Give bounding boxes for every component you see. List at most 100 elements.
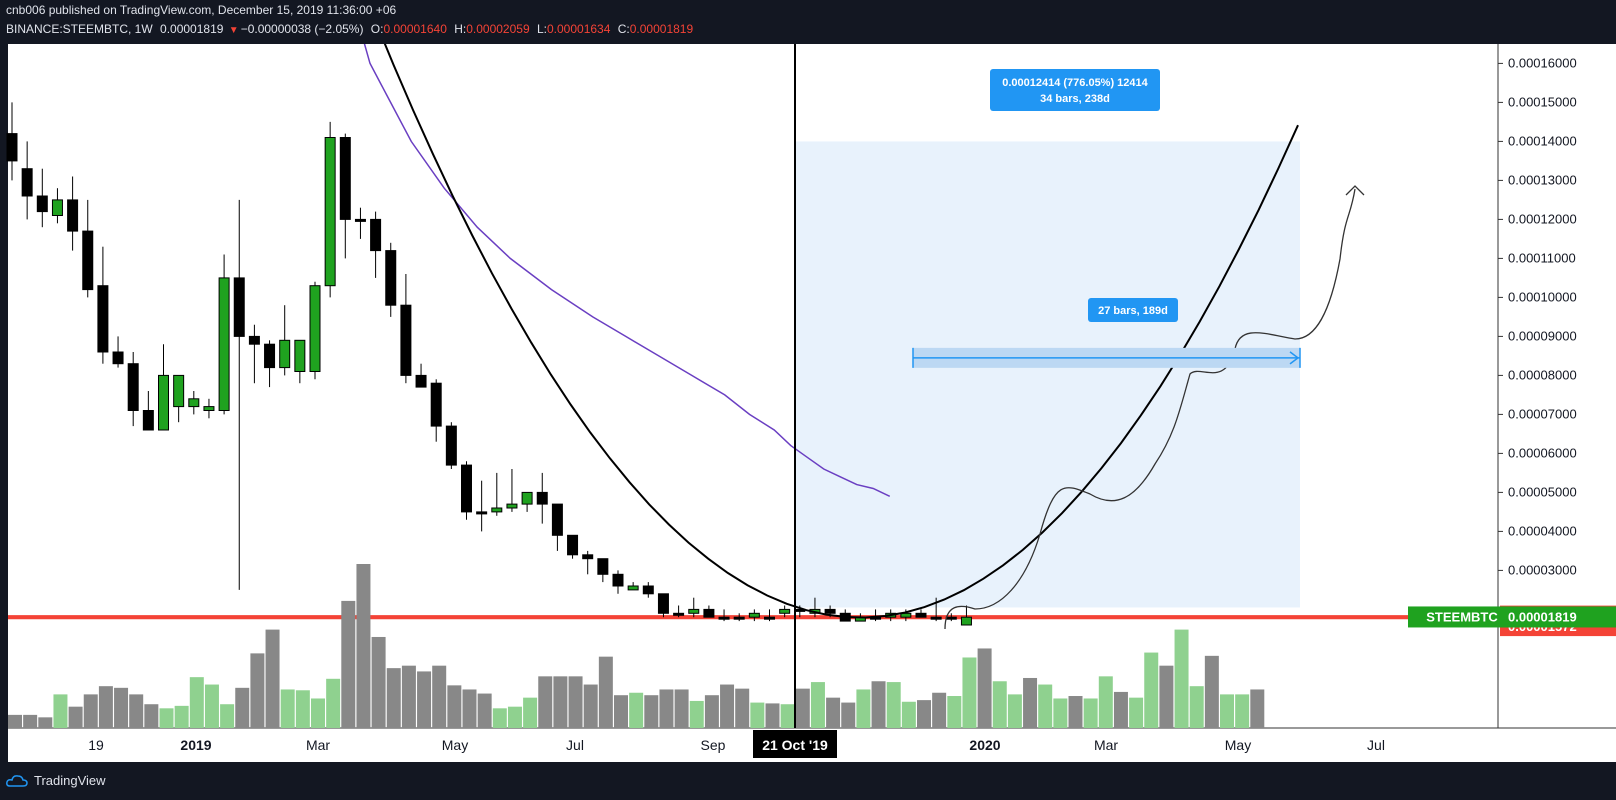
time-tick-label: May <box>442 737 468 753</box>
projected-path <box>944 188 1356 630</box>
candle-body <box>6 133 18 162</box>
volume-bar <box>886 682 901 728</box>
symbol-value-label: 0.00001819 <box>1508 609 1577 624</box>
volume-bar <box>750 702 765 728</box>
candle-body <box>673 612 685 616</box>
volume-bar <box>1053 698 1068 728</box>
volume-bar <box>295 690 310 728</box>
symbol-tag-name: STEEMBTC <box>1426 609 1498 624</box>
candle-body <box>612 573 624 587</box>
rounding-bottom-curve <box>383 44 1299 619</box>
candle-body <box>370 218 382 252</box>
volume-bar <box>689 700 704 728</box>
volume-bar <box>114 687 129 728</box>
price-tick-label: 0.00016000 <box>1508 55 1577 70</box>
open-label: O: <box>370 22 384 36</box>
volume-bar <box>280 689 295 728</box>
left-frame <box>0 44 8 762</box>
candle-body <box>551 503 563 536</box>
volume-bar <box>1068 696 1083 728</box>
candle-body <box>51 199 63 216</box>
volume-bar <box>159 708 174 728</box>
candle-body <box>930 616 942 620</box>
volume-bar <box>477 693 492 728</box>
candle-body <box>461 464 472 513</box>
candle-body <box>536 491 548 505</box>
candle-body <box>354 218 366 222</box>
volume-bar <box>235 687 250 728</box>
candle-body <box>764 616 775 620</box>
candle-body <box>279 339 291 369</box>
down-arrow-icon: ▼ <box>228 25 239 36</box>
price-change: −0.00000038 (−2.05%) <box>240 22 364 36</box>
candle-body <box>960 616 972 626</box>
volume-bar <box>523 697 538 728</box>
candle-body <box>779 608 791 614</box>
candle-body <box>173 374 185 408</box>
time-tick-label: May <box>1225 737 1251 753</box>
projection-box-line2: 34 bars, 238d <box>1040 93 1110 105</box>
volume-bar <box>447 685 462 728</box>
candle-body <box>733 616 745 620</box>
volume-bar <box>129 694 144 728</box>
symbol-price-tag: STEEMBTC 0.00001819 <box>1408 606 1616 628</box>
time-tick-labels: 19 2019 Mar May Jul Sep 2020 Mar May Jul <box>88 737 1385 753</box>
high-value: 0.00002059 <box>466 22 530 36</box>
volume-bar <box>8 714 22 728</box>
candle-body <box>400 304 412 376</box>
volume-bar <box>1098 676 1113 728</box>
candle-body <box>415 374 427 388</box>
cursor-time-bg <box>753 730 837 758</box>
time-tick-label: Sep <box>701 737 726 753</box>
price-chart[interactable]: 0.00012414 (776.05%) 12414 34 bars, 238d… <box>0 44 1616 762</box>
time-tick-label: Jul <box>1367 737 1385 753</box>
volume-bar <box>68 706 83 728</box>
volume-bar <box>1083 698 1098 728</box>
volume-bar <box>250 653 265 728</box>
volume-bar <box>568 676 583 728</box>
symbol-value-bg <box>1500 606 1616 628</box>
volume-bar <box>977 648 992 728</box>
projection-box-bg <box>990 69 1160 111</box>
volume-bar <box>1023 677 1038 728</box>
volume-bar <box>795 688 810 728</box>
candle-body <box>703 608 715 618</box>
volume-bar <box>417 671 432 728</box>
volume-bar <box>356 564 371 728</box>
symbol-label[interactable]: BINANCE:STEEMBTC, 1W <box>6 22 153 36</box>
time-tick-label: Mar <box>1094 737 1118 753</box>
volume-bar <box>735 688 750 728</box>
volume-bar <box>992 681 1007 728</box>
candle-body <box>218 277 230 411</box>
price-tick-label: 0.00008000 <box>1508 367 1577 382</box>
time-tick-label: Mar <box>306 737 330 753</box>
tradingview-logo[interactable]: TradingView <box>6 773 106 788</box>
volume-bar <box>659 689 674 728</box>
measure-range <box>912 347 1301 368</box>
cursor-time-text: 21 Oct '19 <box>762 737 828 753</box>
volume-bar <box>492 708 507 728</box>
price-tick-label: 0.00011000 <box>1508 250 1576 265</box>
volume-bar <box>629 692 644 728</box>
volume-bars <box>8 564 1265 728</box>
candle-body <box>445 425 457 466</box>
candle-body <box>112 351 124 365</box>
volume-bar <box>704 695 719 728</box>
footer-brand: TradingView <box>34 773 106 788</box>
volume-bar <box>1250 689 1265 728</box>
price-tick-label: 0.00013000 <box>1508 172 1577 187</box>
price-tick-label: 0.00005000 <box>1508 484 1577 499</box>
candle-body <box>491 507 503 513</box>
candle-body <box>627 585 639 591</box>
volume-bar <box>583 684 598 728</box>
volume-bar <box>1159 665 1174 728</box>
footer: TradingView <box>0 762 1616 800</box>
candle-body <box>339 137 351 220</box>
volume-bar <box>311 698 325 728</box>
candle-body <box>264 343 276 369</box>
time-tick-label: 19 <box>88 737 104 753</box>
volume-bar <box>265 629 280 728</box>
volume-bar <box>1007 694 1022 728</box>
volume-bar <box>901 701 916 728</box>
candle-body <box>233 277 245 337</box>
